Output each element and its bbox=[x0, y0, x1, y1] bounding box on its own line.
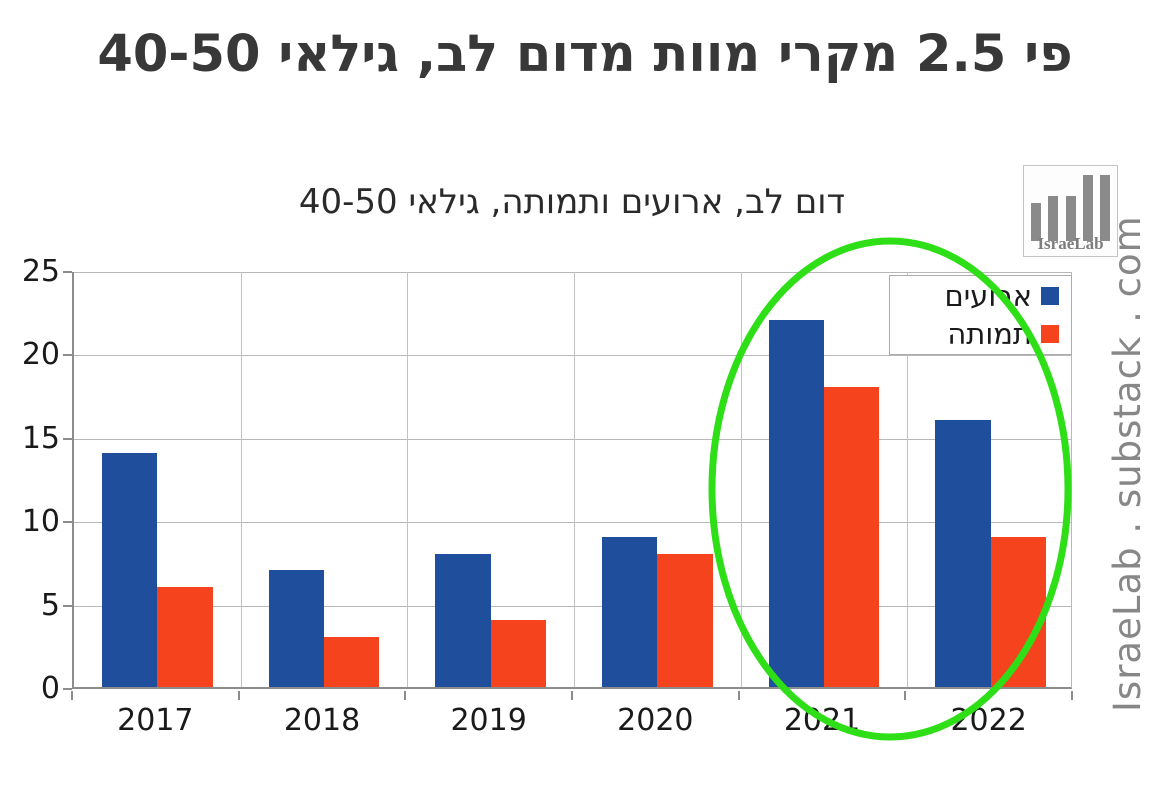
x-tick-label: 2022 bbox=[950, 703, 1027, 738]
y-tick bbox=[63, 354, 72, 357]
y-tick-label: 10 bbox=[21, 504, 60, 540]
y-tick bbox=[63, 604, 72, 607]
x-tick bbox=[71, 691, 73, 700]
bar-mortality bbox=[824, 386, 880, 687]
gridline-vertical bbox=[407, 272, 409, 687]
bar-events bbox=[935, 420, 991, 687]
y-axis-labels: 0 5 10 15 20 25 bbox=[0, 256, 66, 705]
y-tick bbox=[63, 521, 72, 524]
x-tick-label: 2017 bbox=[117, 703, 194, 738]
x-tick-label: 2019 bbox=[450, 703, 527, 738]
y-tick-label: 20 bbox=[21, 337, 60, 373]
bar-events bbox=[768, 320, 824, 687]
page-title: פי 2.5 מקרי מוות מדום לב, גילאי 40-50 bbox=[97, 25, 1073, 84]
gridline-horizontal bbox=[74, 272, 1071, 273]
gridline-horizontal bbox=[74, 438, 1071, 440]
x-tick bbox=[904, 691, 907, 700]
bar-mortality bbox=[657, 553, 713, 687]
legend-swatch bbox=[1041, 287, 1059, 305]
bar-events bbox=[602, 536, 658, 687]
x-tick bbox=[404, 691, 407, 700]
legend-item: תמותה bbox=[890, 317, 1059, 351]
logo-bar bbox=[1100, 175, 1110, 241]
bar-events bbox=[435, 553, 491, 687]
y-tick-label: 0 bbox=[40, 671, 60, 706]
y-tick-label: 25 bbox=[21, 254, 60, 289]
gridline-horizontal bbox=[74, 605, 1071, 607]
y-tick-label: 15 bbox=[21, 420, 60, 456]
x-tick-label: 2018 bbox=[283, 703, 361, 738]
logo-bar bbox=[1031, 203, 1041, 241]
x-tick-label: 2020 bbox=[617, 703, 694, 738]
legend-item: ארועים bbox=[890, 279, 1059, 313]
logo-bar bbox=[1048, 196, 1059, 241]
gridline-horizontal bbox=[74, 522, 1071, 524]
bar-events bbox=[102, 453, 158, 687]
x-tick bbox=[571, 691, 573, 700]
bar-events bbox=[268, 570, 324, 687]
legend-label: ארועים bbox=[944, 279, 1032, 313]
gridline-vertical bbox=[740, 272, 742, 687]
bar-mortality bbox=[157, 586, 213, 687]
logo-bars-icon bbox=[1031, 171, 1110, 241]
y-tick bbox=[63, 271, 72, 273]
y-tick bbox=[63, 688, 72, 690]
x-tick-label: 2021 bbox=[783, 703, 861, 738]
watermark: IsraeLab . substack . com bbox=[1106, 215, 1149, 712]
y-tick bbox=[63, 437, 72, 440]
y-tick-label: 5 bbox=[40, 587, 60, 623]
bar-mortality bbox=[990, 536, 1046, 687]
x-axis-labels: 2017 2018 2019 2020 2021 2022 bbox=[72, 703, 1072, 743]
x-tick bbox=[237, 691, 240, 700]
legend: ארועים תמותה bbox=[889, 275, 1072, 355]
gridline-vertical bbox=[240, 272, 242, 687]
logo-bar bbox=[1065, 196, 1076, 241]
legend-label: תמותה bbox=[947, 317, 1032, 351]
bar-mortality bbox=[490, 620, 546, 687]
gridline-vertical bbox=[574, 272, 575, 687]
logo-bar bbox=[1082, 175, 1093, 241]
legend-swatch bbox=[1041, 325, 1059, 343]
gridline-horizontal bbox=[74, 355, 1071, 357]
x-tick bbox=[1071, 691, 1073, 700]
chart-title: דום לב, ארועים ותמותה, גילאי 40-50 bbox=[298, 182, 846, 222]
bar-mortality bbox=[324, 636, 380, 687]
x-tick bbox=[737, 691, 740, 700]
